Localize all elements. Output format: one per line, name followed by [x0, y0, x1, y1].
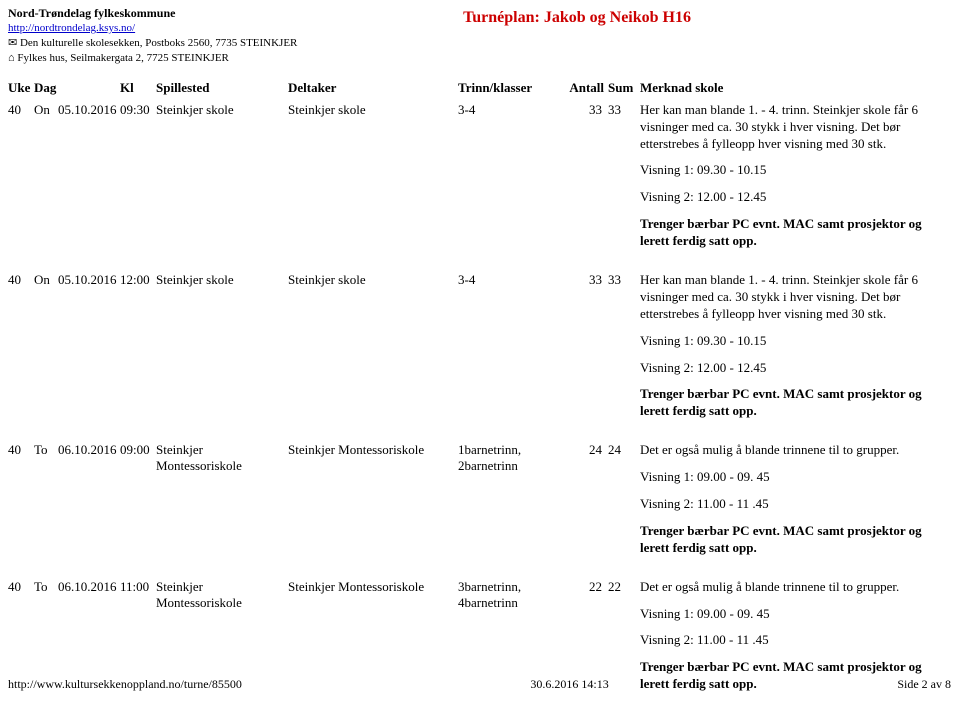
cell-trinn: 3-4 — [458, 270, 568, 432]
cell-uke: 40 — [8, 270, 34, 432]
merknad-visning1: Visning 1: 09.30 - 10.15 — [640, 333, 945, 350]
merknad-text: Her kan man blande 1. - 4. trinn. Steink… — [640, 102, 945, 153]
cell-spillested: Steinkjer skole — [156, 270, 288, 432]
merknad-equipment: Trenger bærbar PC evnt. MAC samt prosjek… — [640, 386, 945, 420]
table-header-row: Uke Dag Kl Spillested Deltaker Trinn/kla… — [8, 78, 951, 100]
cell-sum: 33 — [608, 100, 640, 262]
cell-date: 05.10.2016 — [58, 100, 120, 262]
cell-date: 06.10.2016 — [58, 440, 120, 568]
footer-url: http://www.kultursekkenoppland.no/turne/… — [8, 677, 242, 692]
org-address-2: ⌂ Fylkes hus, Seilmakergata 2, 7725 STEI… — [8, 51, 297, 66]
cell-spillested: Steinkjer Montessoriskole — [156, 440, 288, 568]
cell-antall: 33 — [568, 270, 608, 432]
cell-spillested: Steinkjer skole — [156, 100, 288, 262]
col-merknad: Merknad skole — [640, 78, 951, 100]
cell-dag: On — [34, 270, 58, 432]
table-row: 40 On 05.10.2016 09:30 Steinkjer skole S… — [8, 100, 951, 262]
cell-kl: 09:00 — [120, 440, 156, 568]
col-deltaker: Deltaker — [288, 78, 458, 100]
cell-merknad: Her kan man blande 1. - 4. trinn. Steink… — [640, 270, 951, 432]
cell-date: 05.10.2016 — [58, 270, 120, 432]
cell-trinn: 1barnetrinn, 2barnetrinn — [458, 440, 568, 568]
col-trinn: Trinn/klasser — [458, 78, 568, 100]
cell-deltaker: Steinkjer skole — [288, 100, 458, 262]
col-dag: Dag — [34, 78, 58, 100]
merknad-equipment: Trenger bærbar PC evnt. MAC samt prosjek… — [640, 523, 945, 557]
cell-kl: 09:30 — [120, 100, 156, 262]
org-url: http://nordtrondelag.ksys.no/ — [8, 21, 297, 36]
cell-deltaker: Steinkjer skole — [288, 270, 458, 432]
schedule-table: Uke Dag Kl Spillested Deltaker Trinn/kla… — [8, 78, 951, 705]
cell-sum: 24 — [608, 440, 640, 568]
table-row: 40 To 06.10.2016 09:00 Steinkjer Montess… — [8, 440, 951, 568]
cell-uke: 40 — [8, 440, 34, 568]
footer-timestamp: 30.6.2016 14:13 — [530, 677, 608, 692]
cell-dag: On — [34, 100, 58, 262]
cell-uke: 40 — [8, 100, 34, 262]
merknad-visning2: Visning 2: 11.00 - 11 .45 — [640, 632, 945, 649]
page-title: Turnéplan: Jakob og Neikob H16 — [463, 9, 691, 27]
merknad-visning1: Visning 1: 09.30 - 10.15 — [640, 162, 945, 179]
cell-deltaker: Steinkjer Montessoriskole — [288, 440, 458, 568]
org-name: Nord-Trøndelag fylkeskommune — [8, 5, 297, 21]
org-address-1: ✉ Den kulturelle skolesekken, Postboks 2… — [8, 36, 297, 51]
merknad-visning1: Visning 1: 09.00 - 09. 45 — [640, 606, 945, 623]
merknad-equipment: Trenger bærbar PC evnt. MAC samt prosjek… — [640, 216, 945, 250]
table-row: 40 On 05.10.2016 12:00 Steinkjer skole S… — [8, 270, 951, 432]
col-antall: Antall — [568, 78, 608, 100]
merknad-text: Her kan man blande 1. - 4. trinn. Steink… — [640, 272, 945, 323]
cell-antall: 24 — [568, 440, 608, 568]
cell-kl: 12:00 — [120, 270, 156, 432]
merknad-visning2: Visning 2: 11.00 - 11 .45 — [640, 496, 945, 513]
merknad-text: Det er også mulig å blande trinnene til … — [640, 442, 945, 459]
page-header: Nord-Trøndelag fylkeskommune http://nord… — [8, 5, 951, 66]
cell-merknad: Det er også mulig å blande trinnene til … — [640, 440, 951, 568]
cell-merknad: Her kan man blande 1. - 4. trinn. Steink… — [640, 100, 951, 262]
merknad-visning2: Visning 2: 12.00 - 12.45 — [640, 189, 945, 206]
merknad-text: Det er også mulig å blande trinnene til … — [640, 579, 945, 596]
page-footer: http://www.kultursekkenoppland.no/turne/… — [8, 677, 951, 692]
cell-antall: 33 — [568, 100, 608, 262]
col-sum: Sum — [608, 78, 640, 100]
header-org-block: Nord-Trøndelag fylkeskommune http://nord… — [8, 5, 297, 66]
merknad-visning1: Visning 1: 09.00 - 09. 45 — [640, 469, 945, 486]
cell-sum: 33 — [608, 270, 640, 432]
cell-trinn: 3-4 — [458, 100, 568, 262]
footer-page: Side 2 av 8 — [897, 677, 951, 692]
col-uke: Uke — [8, 78, 34, 100]
merknad-visning2: Visning 2: 12.00 - 12.45 — [640, 360, 945, 377]
col-spillested: Spillested — [156, 78, 288, 100]
col-kl: Kl — [120, 78, 156, 100]
cell-dag: To — [34, 440, 58, 568]
